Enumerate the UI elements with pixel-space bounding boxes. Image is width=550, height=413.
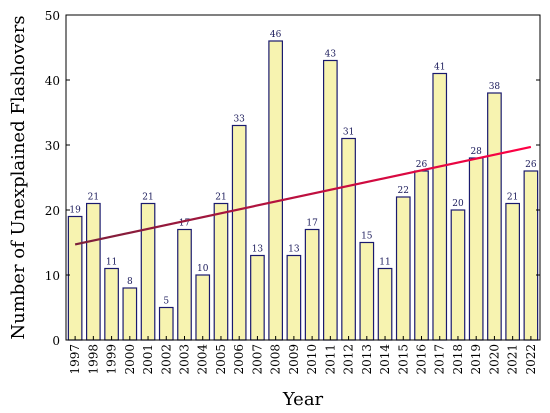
y-tick-label: 0 xyxy=(52,334,60,348)
x-tick-label-2007: 2007 xyxy=(250,344,264,375)
data-label-2006: 33 xyxy=(233,115,245,125)
data-label-2017: 41 xyxy=(434,63,445,73)
bar-1998 xyxy=(86,202,101,341)
x-tick-label-2021: 2021 xyxy=(506,344,520,375)
data-label-2010: 17 xyxy=(306,219,318,229)
bar-2013 xyxy=(359,241,375,341)
bar-2015 xyxy=(395,196,411,341)
x-tick-label-2001: 2001 xyxy=(141,344,155,375)
data-label-2001: 21 xyxy=(142,193,153,203)
x-tick-label-2011: 2011 xyxy=(323,344,337,375)
y-axis: 0 10 20 30 40 50 xyxy=(45,9,540,348)
trend-line xyxy=(74,145,532,246)
data-label-2003: 17 xyxy=(179,219,191,229)
plot-frame xyxy=(65,14,541,341)
y-axis-title: Number of Unexplained Flashovers xyxy=(8,15,29,339)
bar-2004 xyxy=(195,274,211,341)
data-label-1998: 21 xyxy=(88,193,99,203)
data-label-2022: 26 xyxy=(525,160,537,170)
data-label-2014: 11 xyxy=(379,258,390,268)
x-tick-label-2013: 2013 xyxy=(360,344,374,375)
trend xyxy=(74,145,532,246)
bar-2006 xyxy=(231,124,247,341)
bar-2010 xyxy=(304,228,320,341)
data-label-2005: 21 xyxy=(215,193,226,203)
data-label-1999: 11 xyxy=(106,258,117,268)
bar-2019 xyxy=(468,157,484,341)
bar-2014 xyxy=(377,267,393,341)
data-label-2011: 43 xyxy=(325,50,337,60)
data-label-2012: 31 xyxy=(343,128,354,138)
x-tick-label-2018: 2018 xyxy=(451,344,465,375)
data-label-2015: 22 xyxy=(398,186,409,196)
bar-2017 xyxy=(432,72,448,341)
bar-1999 xyxy=(104,267,119,341)
data-label-2020: 38 xyxy=(489,82,501,92)
y-tick-label: 40 xyxy=(45,74,60,88)
x-tick-label-1999: 1999 xyxy=(105,344,119,375)
x-tick-label-2017: 2017 xyxy=(433,344,447,375)
bar-2021 xyxy=(505,202,520,341)
x-tick-label-2008: 2008 xyxy=(269,344,283,375)
x-axis: 1997 1998 1999 2000 2001 2002 2003 2004 2005 2006… xyxy=(68,336,538,375)
data-label-2019: 28 xyxy=(470,147,482,157)
bar-2000 xyxy=(122,287,138,341)
data-label-2009: 13 xyxy=(288,245,300,255)
bar-1997 xyxy=(67,215,83,341)
data-label-2018: 20 xyxy=(452,199,464,209)
bar-2009 xyxy=(286,254,302,341)
x-tick-label-2010: 2010 xyxy=(305,344,319,375)
data-label-2002: 5 xyxy=(163,297,169,307)
x-tick-label-2019: 2019 xyxy=(469,344,483,375)
x-tick-label-2012: 2012 xyxy=(342,344,356,375)
bar-2008 xyxy=(268,40,283,341)
x-tick-label-2006: 2006 xyxy=(232,344,246,375)
bar-2012 xyxy=(341,137,356,341)
bar-2022 xyxy=(523,170,539,341)
x-tick-label-2015: 2015 xyxy=(396,344,410,375)
data-label-2016: 26 xyxy=(416,160,428,170)
data-label-2008: 46 xyxy=(270,30,282,40)
y-tick-label: 30 xyxy=(45,139,60,153)
data-label-1997: 19 xyxy=(69,206,81,216)
y-tick-label: 20 xyxy=(45,204,60,218)
x-axis-title: Year xyxy=(282,389,324,410)
x-tick-label-2003: 2003 xyxy=(178,344,192,375)
x-tick-label-1998: 1998 xyxy=(86,344,100,375)
bar-2020 xyxy=(487,92,502,341)
x-tick-label-1997: 1997 xyxy=(68,344,82,375)
x-tick-label-2005: 2005 xyxy=(214,344,228,375)
x-tick-label-2020: 2020 xyxy=(487,344,501,375)
data-label-2007: 13 xyxy=(252,245,264,255)
x-tick-label-2009: 2009 xyxy=(287,344,301,375)
bar-2002 xyxy=(158,306,174,341)
bar-2011 xyxy=(323,59,338,341)
bar-2005 xyxy=(213,202,229,341)
x-tick-label-2004: 2004 xyxy=(196,344,210,375)
x-tick-label-2022: 2022 xyxy=(524,344,538,375)
x-tick-label-2014: 2014 xyxy=(378,344,392,375)
y-tick-label: 50 xyxy=(45,9,60,23)
data-label-2004: 10 xyxy=(197,264,209,274)
bar-2018 xyxy=(450,209,466,341)
data-label-2021: 21 xyxy=(507,193,518,203)
y-tick-label: 10 xyxy=(45,269,60,283)
bar-2016 xyxy=(414,170,429,341)
bar-2007 xyxy=(250,254,265,341)
x-tick-label-2000: 2000 xyxy=(123,344,137,375)
x-tick-label-2016: 2016 xyxy=(415,344,429,375)
data-label-2000: 8 xyxy=(127,277,133,287)
data-label-2013: 15 xyxy=(361,232,373,242)
bar-2001 xyxy=(140,202,156,341)
x-tick-label-2002: 2002 xyxy=(159,344,173,375)
bars: 19 21 11 8 21 5 17 10 21 33 13 46 13 17 43 31 15 11 22 26 41… xyxy=(67,30,539,341)
bar-2003 xyxy=(177,228,192,341)
